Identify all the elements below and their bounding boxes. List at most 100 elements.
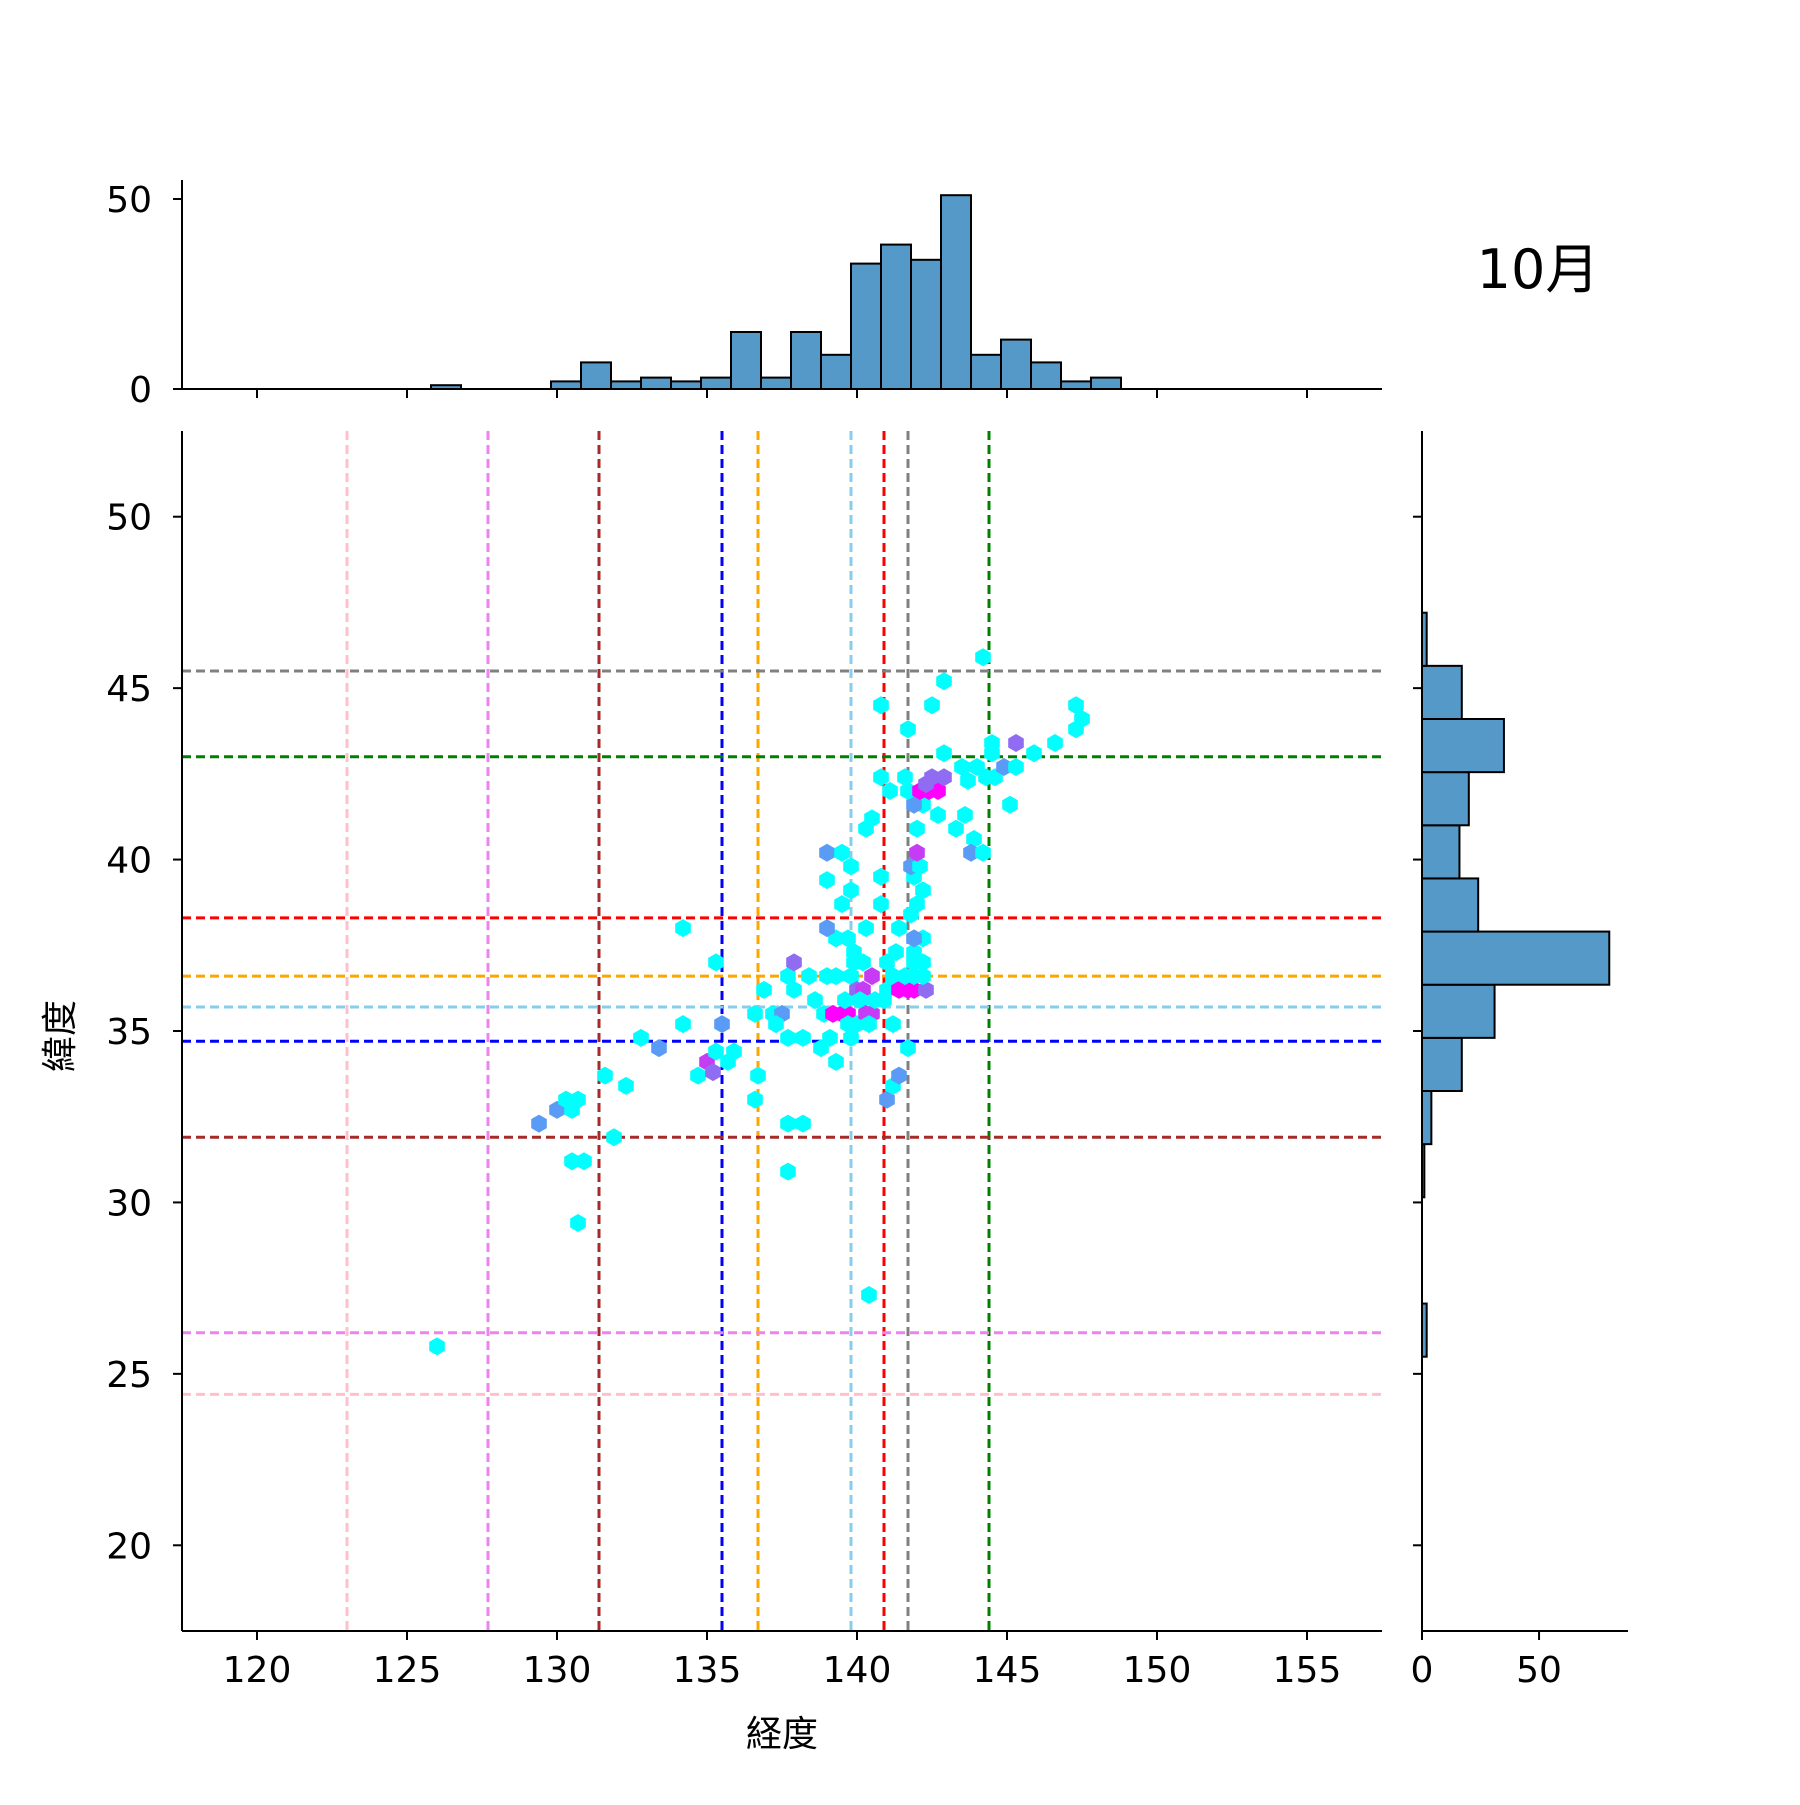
top-hist-bar bbox=[730, 331, 762, 390]
hexbin-cell bbox=[864, 809, 880, 828]
hexbin-cell bbox=[690, 1066, 706, 1085]
hexbin-cell bbox=[960, 771, 976, 790]
hexbin-cell bbox=[786, 980, 802, 999]
hexbin-cell bbox=[864, 967, 880, 986]
hexbin-cell bbox=[795, 1028, 811, 1047]
hexbin-cell bbox=[909, 819, 925, 838]
right-hist-bar bbox=[1421, 1090, 1433, 1146]
right-hist-bar bbox=[1421, 983, 1496, 1039]
top-hist-bar bbox=[910, 258, 942, 390]
hexbin-cell bbox=[828, 967, 844, 986]
x-tick-label: 130 bbox=[523, 1650, 592, 1691]
hexbin-cell bbox=[909, 843, 925, 862]
hexbin-cell bbox=[906, 980, 922, 999]
top-hist-bar bbox=[610, 380, 642, 390]
hexbin-cell bbox=[705, 1063, 721, 1082]
hexbin-cell bbox=[975, 843, 991, 862]
top-hist-bar bbox=[1000, 338, 1032, 391]
hexbin-cell bbox=[1008, 734, 1024, 752]
top-hist-bar bbox=[550, 380, 582, 390]
top-y-tick-label: 50 bbox=[106, 180, 152, 221]
top-hist-bar bbox=[700, 376, 732, 391]
hexbin-cell bbox=[708, 953, 724, 972]
y-tick-label: 25 bbox=[106, 1355, 152, 1396]
hexbin-cell bbox=[897, 768, 913, 787]
hexbin-cell bbox=[780, 1028, 796, 1047]
hexbin-cell bbox=[795, 1114, 811, 1133]
hexbin-cell bbox=[876, 991, 892, 1010]
hexbin-cell bbox=[915, 881, 931, 900]
hexbin-cell bbox=[966, 830, 982, 848]
hexbin-cell bbox=[837, 991, 853, 1010]
hexbin-cell bbox=[900, 782, 916, 800]
top-histogram-bars bbox=[430, 194, 1122, 391]
hexbin-cell bbox=[873, 696, 889, 715]
hexbin-cell bbox=[606, 1128, 622, 1147]
hexbin-cell bbox=[843, 1028, 859, 1047]
right-hist-bar bbox=[1421, 664, 1463, 720]
hexbin-cell bbox=[819, 871, 835, 890]
hexbin-cell bbox=[564, 1152, 580, 1171]
hexbin-cell bbox=[936, 744, 952, 763]
hexbin-cell bbox=[924, 696, 940, 715]
hexbin-cell bbox=[780, 967, 796, 986]
hexbin-cell bbox=[651, 1039, 667, 1058]
hexbin-cell bbox=[597, 1066, 613, 1085]
hexbin-cell bbox=[963, 843, 979, 862]
hexbin-cell bbox=[618, 1076, 634, 1095]
hexbin-cell bbox=[906, 943, 922, 962]
x-tick-label: 135 bbox=[673, 1650, 742, 1691]
x-tick-label: 150 bbox=[1123, 1650, 1192, 1691]
hexbin-cell bbox=[819, 843, 835, 862]
hexbin-cell bbox=[1047, 734, 1063, 752]
x-axis-label: 経度 bbox=[746, 1714, 818, 1755]
hexbin-cell bbox=[834, 843, 850, 862]
top-hist-bar bbox=[760, 376, 792, 391]
top-hist-bar bbox=[1090, 376, 1122, 391]
hexbin-cell bbox=[873, 867, 889, 886]
hexbin-cell bbox=[858, 919, 874, 938]
top-y-tick-label: 0 bbox=[129, 370, 152, 411]
hexbin-cell bbox=[747, 1090, 763, 1109]
hexbin-cell bbox=[930, 782, 946, 800]
hexbin-cell bbox=[714, 1015, 730, 1034]
hexbin-cells bbox=[429, 648, 1090, 1356]
hexbin-cell bbox=[675, 919, 691, 938]
hexbin-cell bbox=[819, 919, 835, 938]
hexbin-cell bbox=[558, 1090, 574, 1109]
chart-title: 10月 bbox=[1477, 238, 1600, 301]
hexbin-cell bbox=[891, 919, 907, 938]
hexbin-cell bbox=[780, 1114, 796, 1133]
hexbin-cell bbox=[996, 758, 1012, 776]
hexbin-cell bbox=[1074, 710, 1090, 728]
top-hist-bar bbox=[850, 262, 882, 391]
right-hist-bar bbox=[1421, 877, 1480, 933]
x-tick-label: 125 bbox=[373, 1650, 442, 1691]
hexbin-cell bbox=[861, 1015, 877, 1034]
axes bbox=[173, 180, 1628, 1640]
top-hist-bar bbox=[970, 353, 1002, 390]
hexbin-cell bbox=[807, 991, 823, 1010]
hexbin-cell bbox=[900, 720, 916, 739]
y-axis-label: 緯度 bbox=[40, 1000, 81, 1072]
hexbin-cell bbox=[822, 1028, 838, 1047]
top-hist-bar bbox=[880, 243, 912, 390]
hexbin-cell bbox=[885, 967, 901, 986]
hexbin-cell bbox=[936, 672, 952, 691]
right-x-tick-label: 50 bbox=[1516, 1650, 1562, 1691]
top-hist-bar bbox=[820, 353, 852, 390]
hexbin-cell bbox=[726, 1042, 742, 1061]
hexbin-cell bbox=[906, 929, 922, 948]
hexbin-cell bbox=[918, 775, 934, 794]
hexbin-cell bbox=[891, 1066, 907, 1085]
hexbin-cell bbox=[915, 967, 931, 986]
hexbin-cell bbox=[843, 967, 859, 986]
hexbin-cell bbox=[1068, 696, 1084, 715]
hexbin-cell bbox=[843, 881, 859, 900]
hexbin-cell bbox=[909, 895, 925, 914]
hexbin-cell bbox=[801, 967, 817, 986]
hexbin-cell bbox=[918, 980, 934, 999]
hexbin-cell bbox=[675, 1015, 691, 1034]
hexbin-cell bbox=[1026, 744, 1042, 763]
